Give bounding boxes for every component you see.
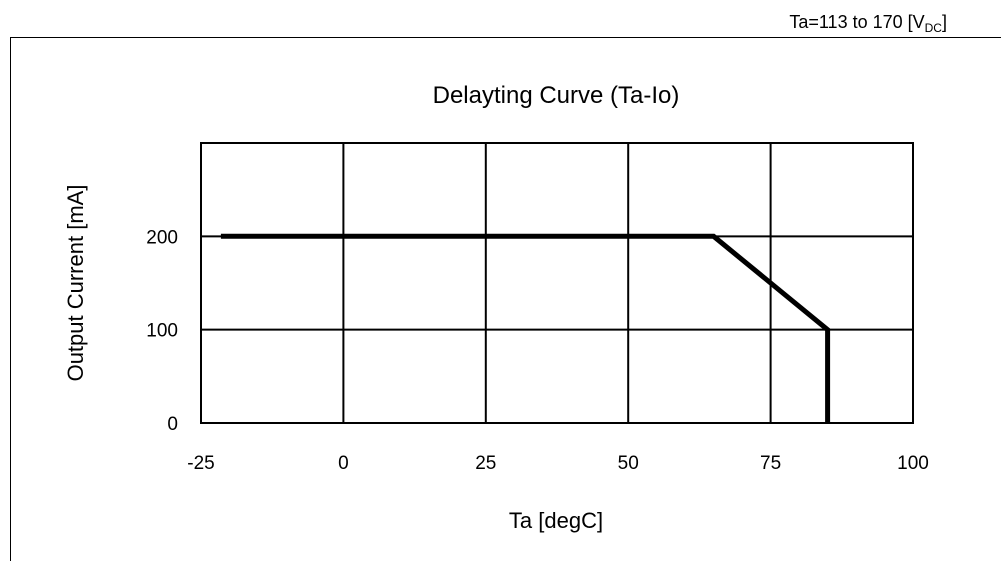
- condition-suffix: ]: [941, 12, 947, 32]
- x-tick-label: 0: [338, 453, 349, 474]
- x-tick-label: 100: [897, 453, 929, 474]
- grid: [201, 143, 913, 423]
- chart-title: Delayting Curve (Ta-Io): [433, 82, 680, 109]
- y-axis-label: Output Current [mA]: [63, 185, 88, 382]
- frame-left-border: [10, 37, 11, 561]
- y-tick-label: 100: [146, 321, 178, 342]
- series: [220, 233, 831, 423]
- x-axis-label: Ta [degC]: [509, 508, 603, 533]
- x-tick-labels: -25 0 25 50 75 100: [187, 453, 929, 474]
- x-tick-label: 75: [760, 453, 781, 474]
- x-tick-label: 50: [618, 453, 639, 474]
- frame-top-border: [10, 37, 1001, 38]
- y-tick-labels: 0 100 200: [146, 227, 178, 435]
- x-tick-label: -25: [187, 453, 214, 474]
- y-tick-label: 0: [167, 414, 178, 435]
- x-tick-label: 25: [475, 453, 496, 474]
- y-tick-label: 200: [146, 227, 178, 248]
- condition-subscript: DC: [924, 21, 942, 35]
- derating-curve-line: [220, 233, 831, 423]
- condition-prefix: Ta=113 to 170 [V: [789, 12, 925, 32]
- condition-label: Ta=113 to 170 [VDC]: [789, 12, 947, 35]
- plot-frame: [200, 142, 914, 424]
